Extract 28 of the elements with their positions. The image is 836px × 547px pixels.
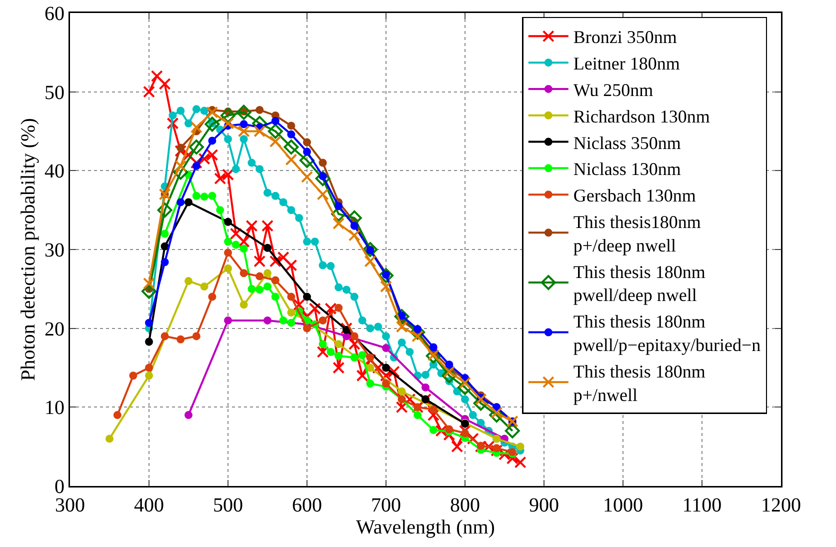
x-tick-label: 900	[529, 494, 559, 516]
y-tick-label: 10	[44, 397, 64, 420]
y-tick-label: 50	[44, 82, 64, 104]
legend-label: This thesis 180nm pwell/p−epitaxy/buried−n	[573, 312, 761, 356]
legend-label: Richardson 130nm	[573, 106, 710, 126]
y-tick-label: 20	[44, 318, 64, 340]
legend-label: Gersbach 130nm	[573, 186, 696, 206]
x-tick-label: 600	[292, 494, 322, 516]
legend-label: Bronzi 350nm	[573, 27, 677, 48]
legend-label: This thesis 180nm pwell/deep nwell	[573, 262, 706, 306]
y-tick-label: 30	[44, 240, 64, 262]
x-tick-label: 800	[450, 494, 480, 516]
x-tick-label: 1100	[682, 494, 722, 516]
x-tick-label: 1000	[603, 494, 643, 516]
y-tick-label: 60	[44, 3, 64, 25]
legend-label: Niclass 130nm	[573, 159, 681, 180]
legend-label: Wu 250nm	[573, 80, 654, 100]
x-tick-label: 400	[134, 494, 164, 516]
legend-label: This thesis 180nm p+/nwell	[573, 361, 706, 405]
x-tick-label: 1200	[761, 494, 801, 516]
y-tick-label: 40	[44, 160, 64, 183]
x-tick-label: 700	[371, 494, 401, 516]
legend-label: This thesis180nm p+/deep nwell	[573, 212, 701, 256]
x-axis-title: Wavelength (nm)	[356, 516, 495, 538]
legend-label: Niclass 350nm	[573, 132, 681, 153]
legend-label: Leitner 180nm	[573, 54, 680, 74]
x-tick-label: 500	[213, 494, 243, 516]
y-axis-title: Photon detection probability (%)	[17, 118, 40, 381]
